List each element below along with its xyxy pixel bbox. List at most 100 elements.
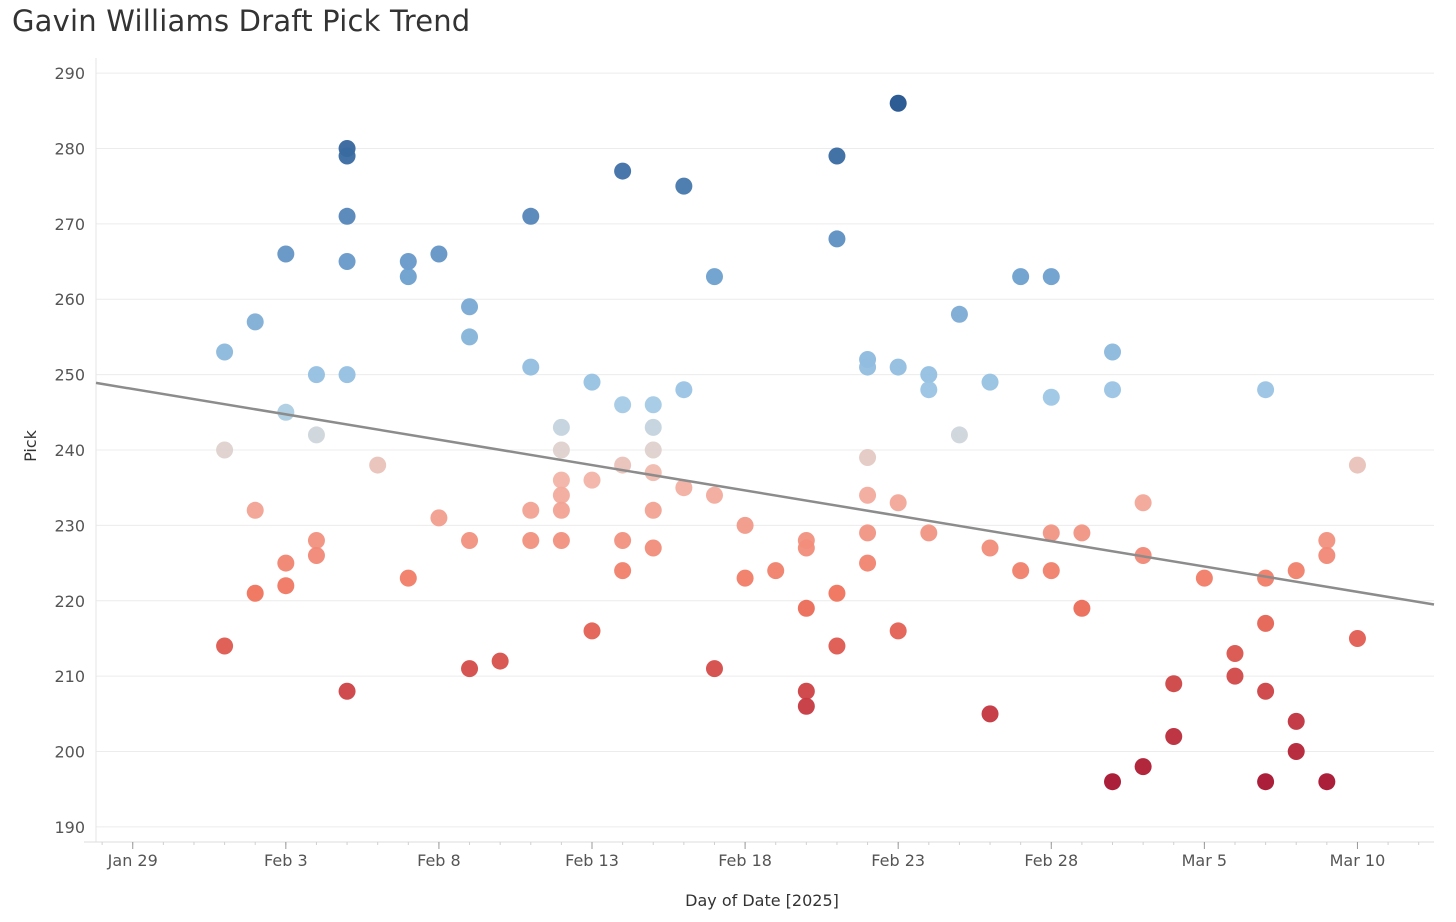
data-point: [461, 660, 479, 678]
data-point: [614, 531, 632, 549]
data-point: [920, 524, 938, 542]
data-point: [1012, 268, 1030, 286]
data-point: [981, 373, 999, 391]
data-point: [277, 245, 295, 263]
data-point: [307, 426, 325, 444]
y-tick-labels: 190 200 210 220 230 240 250 260 270 280 290: [54, 64, 85, 837]
data-point: [522, 358, 540, 376]
x-tick-label: Feb 23: [871, 851, 925, 870]
data-point: [1257, 682, 1275, 700]
data-point: [828, 147, 846, 165]
data-point: [859, 449, 877, 467]
data-point: [675, 177, 693, 195]
data-point: [950, 426, 968, 444]
data-point: [859, 554, 877, 572]
data-point: [1104, 381, 1122, 399]
data-point: [552, 471, 570, 489]
x-tick-label: Feb 13: [565, 851, 619, 870]
y-tick-label: 260: [54, 290, 85, 309]
data-point: [246, 501, 264, 519]
data-point: [705, 486, 723, 504]
y-tick-label: 220: [54, 592, 85, 611]
data-points: [216, 94, 1366, 791]
data-point: [1257, 381, 1275, 399]
data-point: [583, 622, 601, 640]
data-point: [1165, 675, 1183, 693]
data-point: [1226, 667, 1244, 685]
data-point: [399, 569, 417, 587]
data-point: [920, 381, 938, 399]
chart-title: Gavin Williams Draft Pick Trend: [12, 4, 471, 38]
data-point: [399, 253, 417, 271]
y-tick-label: 190: [54, 818, 85, 837]
data-point: [338, 147, 356, 165]
data-point: [859, 358, 877, 376]
data-point: [1287, 743, 1305, 761]
data-point: [1104, 343, 1122, 361]
data-point: [828, 584, 846, 602]
data-point: [522, 207, 540, 225]
data-point: [461, 531, 479, 549]
data-point: [216, 441, 234, 459]
data-point: [981, 539, 999, 557]
data-point: [277, 554, 295, 572]
data-point: [430, 509, 448, 527]
data-point: [338, 207, 356, 225]
data-point: [1257, 569, 1275, 587]
data-point: [797, 599, 815, 617]
data-point: [461, 328, 479, 346]
data-point: [644, 464, 662, 482]
data-point: [216, 637, 234, 655]
data-point: [1165, 727, 1183, 745]
x-tick-label: Mar 10: [1330, 851, 1386, 870]
y-tick-label: 200: [54, 743, 85, 762]
data-point: [307, 531, 325, 549]
x-tick-labels: Jan 29 Feb 3 Feb 8 Feb 13 Feb 18 Feb 23 Feb 28…: [107, 851, 1386, 870]
data-point: [1318, 531, 1336, 549]
data-point: [614, 162, 632, 180]
y-axis-label: Pick: [21, 429, 40, 462]
data-point: [614, 562, 632, 580]
data-point: [675, 479, 693, 497]
data-point: [1318, 547, 1336, 565]
data-point: [950, 305, 968, 323]
x-tick-label: Feb 3: [264, 851, 308, 870]
data-point: [859, 486, 877, 504]
grid-lines: [96, 72, 1434, 828]
data-point: [797, 697, 815, 715]
y-tick-label: 290: [54, 64, 85, 83]
data-point: [1348, 456, 1366, 474]
data-point: [338, 253, 356, 271]
y-tick-label: 270: [54, 215, 85, 234]
data-point: [583, 373, 601, 391]
data-point: [430, 245, 448, 263]
data-point: [338, 682, 356, 700]
data-point: [889, 494, 907, 512]
data-point: [1042, 268, 1060, 286]
data-point: [675, 381, 693, 399]
y-tick-label: 280: [54, 139, 85, 158]
data-point: [1073, 524, 1091, 542]
data-point: [1287, 562, 1305, 580]
data-point: [1287, 712, 1305, 730]
data-point: [552, 531, 570, 549]
data-point: [705, 268, 723, 286]
data-point: [216, 343, 234, 361]
trend-line: [95, 381, 1435, 606]
x-tick-label: Feb 18: [718, 851, 772, 870]
data-point: [307, 547, 325, 565]
data-point: [1104, 773, 1122, 791]
data-point: [1318, 773, 1336, 791]
x-tick-label: Jan 29: [107, 851, 158, 870]
data-point: [644, 418, 662, 436]
data-point: [889, 94, 907, 112]
data-point: [552, 501, 570, 519]
data-point: [1012, 562, 1030, 580]
data-point: [338, 366, 356, 384]
data-point: [583, 471, 601, 489]
data-point: [644, 539, 662, 557]
data-point: [644, 501, 662, 519]
data-point: [461, 298, 479, 316]
y-tick-label: 250: [54, 366, 85, 385]
data-point: [1134, 494, 1152, 512]
